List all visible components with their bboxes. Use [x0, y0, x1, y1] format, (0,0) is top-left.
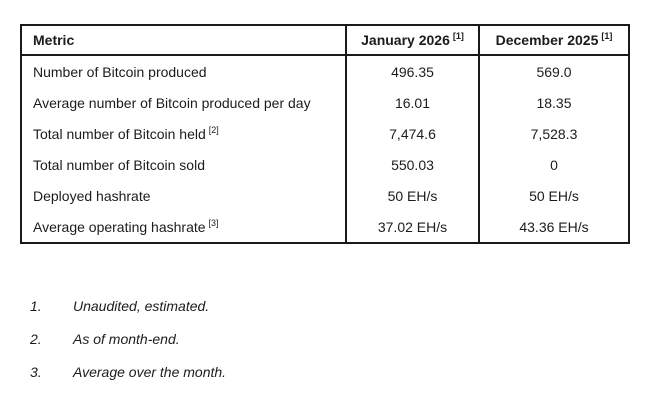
- column-header-december-2025: December 2025 [1]: [478, 25, 629, 56]
- january-value-cell: 550.03: [345, 149, 479, 180]
- bitcoin-metrics-table: Metric January 2026 [1] December 2025 [1] …: [20, 24, 630, 244]
- footnote-number: 3.: [30, 364, 42, 380]
- december-value-cell: 18.35: [478, 87, 629, 118]
- metric-label: Total number of Bitcoin sold: [33, 156, 205, 173]
- footnote-item-3: 3. Average over the month.: [30, 364, 590, 380]
- december-value-cell: 0: [478, 149, 629, 180]
- footnote-item-1: 1. Unaudited, estimated.: [30, 298, 590, 314]
- footnote-ref-2: [2]: [208, 124, 219, 135]
- metric-cell: Deployed hashrate: [21, 180, 346, 211]
- december-value-cell: 43.36 EH/s: [478, 211, 629, 243]
- column-header-january-2026: January 2026 [1]: [345, 25, 479, 56]
- footnote-number: 1.: [30, 298, 42, 314]
- metric-cell: Total number of Bitcoin held [2]: [21, 118, 346, 149]
- table-row: Average operating hashrate [3] 37.02 EH/s…: [21, 211, 629, 243]
- table-row: Average number of Bitcoin produced per d…: [21, 87, 629, 118]
- january-value-cell: 50 EH/s: [345, 180, 479, 211]
- header-row: Metric January 2026 [1] December 2025 [1]: [21, 25, 629, 56]
- footnote-ref-1: [1]: [601, 31, 613, 42]
- metric-label: Average operating hashrate: [33, 218, 206, 235]
- table-row: Deployed hashrate 50 EH/s 50 EH/s: [21, 180, 629, 211]
- footnote-text: Average over the month.: [73, 364, 227, 380]
- footnote-text: As of month-end.: [73, 331, 180, 347]
- december-value-cell: 7,528.3: [478, 118, 629, 149]
- metric-cell: Total number of Bitcoin sold: [21, 149, 346, 180]
- footnote-item-2: 2. As of month-end.: [30, 331, 590, 347]
- metric-label: Number of Bitcoin produced: [33, 63, 207, 80]
- metric-cell: Number of Bitcoin produced: [21, 55, 346, 87]
- column-header-metric-label: Metric: [33, 32, 75, 48]
- january-value-cell: 37.02 EH/s: [345, 211, 479, 243]
- footnote-number: 2.: [30, 331, 42, 347]
- column-header-metric: Metric: [21, 25, 346, 56]
- december-value-cell: 569.0: [478, 55, 629, 87]
- january-value-cell: 496.35: [345, 55, 479, 87]
- january-value-cell: 7,474.6: [345, 118, 479, 149]
- table-row: Number of Bitcoin produced 496.35 569.0: [21, 55, 629, 87]
- table-row: Total number of Bitcoin sold 550.03 0: [21, 149, 629, 180]
- footnote-ref-1: [1]: [452, 31, 464, 42]
- metric-label: Total number of Bitcoin held: [33, 125, 206, 142]
- column-header-december-label: December 2025: [495, 32, 599, 48]
- january-value-cell: 16.01: [345, 87, 479, 118]
- footnote-text: Unaudited, estimated.: [73, 298, 210, 314]
- metric-label: Deployed hashrate: [33, 187, 151, 204]
- table-row: Total number of Bitcoin held [2] 7,474.6 …: [21, 118, 629, 149]
- december-value-cell: 50 EH/s: [478, 180, 629, 211]
- column-header-january-label: January 2026: [361, 32, 450, 48]
- footnote-ref-3: [3]: [208, 217, 219, 228]
- metric-cell: Average number of Bitcoin produced per d…: [21, 87, 346, 118]
- metric-label: Average number of Bitcoin produced per d…: [33, 94, 311, 111]
- footnotes-list: 1. Unaudited, estimated. 2. As of month-…: [30, 298, 590, 397]
- metric-cell: Average operating hashrate [3]: [21, 211, 346, 243]
